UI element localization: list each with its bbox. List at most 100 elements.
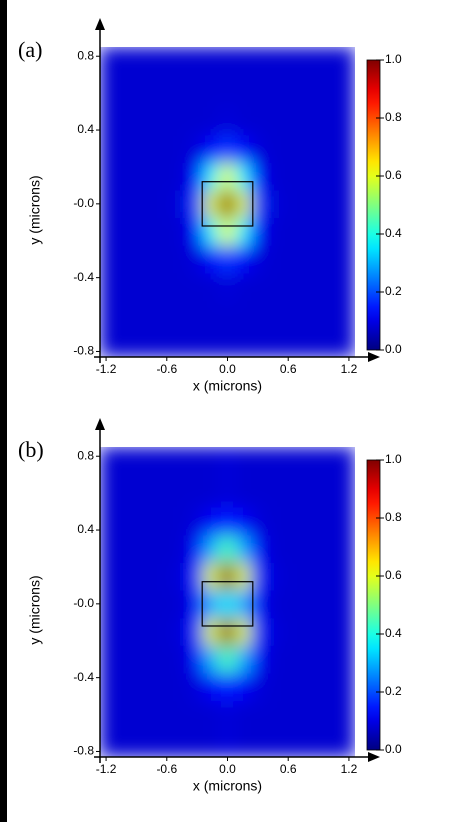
heat-cell: [249, 189, 266, 219]
heat-cell: [204, 447, 221, 508]
heat-cell: [173, 161, 191, 191]
panel-label: (a): [18, 37, 42, 62]
x-tick-label: -0.6: [156, 762, 177, 776]
heat-cell: [234, 447, 251, 508]
x-axis-label: x (microns): [193, 378, 262, 394]
heat-cell: [234, 617, 251, 646]
heat-cell: [249, 47, 266, 108]
heat-cell: [100, 700, 175, 757]
colorbar-tick-label: 0.2: [385, 684, 402, 698]
heat-cell: [234, 672, 251, 702]
heat-cell: [204, 189, 221, 219]
heat-cell: [280, 189, 355, 219]
x-tick-label: 1.2: [341, 762, 358, 776]
heat-cell: [280, 447, 355, 508]
heat-cell: [204, 217, 221, 246]
colorbar-tick-label: 0.6: [385, 568, 402, 582]
y-axis-arrow: [95, 18, 105, 30]
heat-cell: [264, 617, 282, 646]
x-tick-label: 1.2: [341, 362, 358, 376]
heat-cell: [204, 617, 221, 646]
heat-cell: [100, 506, 175, 536]
heatmap-cells: [100, 447, 355, 757]
heat-cell: [219, 589, 236, 619]
heat-cell: [234, 161, 251, 191]
colorbar-tick-label: 1.0: [385, 52, 402, 66]
heat-cell: [219, 272, 236, 302]
heat-cell: [219, 561, 236, 591]
heat-cell: [204, 700, 221, 757]
heat-cell: [234, 47, 251, 108]
heat-cell: [100, 672, 175, 702]
heat-cell: [189, 506, 206, 536]
heat-cell: [280, 561, 355, 591]
colorbar-tick-label: 0.8: [385, 110, 402, 124]
heat-cell: [234, 244, 251, 274]
heat-cell: [173, 106, 191, 136]
y-axis-arrow: [95, 418, 105, 430]
heat-cell: [100, 47, 175, 108]
colorbar-tick-label: 0.2: [385, 284, 402, 298]
heat-cell: [189, 47, 206, 108]
heat-cell: [189, 700, 206, 757]
x-axis-label: x (microns): [193, 778, 262, 794]
y-tick-label: 0.8: [77, 48, 94, 62]
heat-cell: [100, 447, 175, 508]
heat-cell: [249, 161, 266, 191]
x-axis-arrow: [368, 352, 380, 362]
heat-cell: [264, 300, 282, 357]
heat-cell: [249, 134, 266, 163]
heat-cell: [249, 447, 266, 508]
heat-cell: [173, 644, 191, 674]
colorbar-tick-label: 0.0: [385, 342, 402, 356]
heat-cell: [189, 644, 206, 674]
heat-cell: [189, 272, 206, 302]
heat-cell: [280, 617, 355, 646]
heat-cell: [280, 534, 355, 563]
colorbar-tick-label: 0.4: [385, 226, 402, 240]
heat-cell: [173, 300, 191, 357]
heat-cell: [204, 672, 221, 702]
heat-cell: [249, 561, 266, 591]
heat-cell: [264, 244, 282, 274]
heat-cell: [204, 534, 221, 563]
x-tick-label: 0.0: [219, 762, 236, 776]
heat-cell: [100, 300, 175, 357]
heatmap-cells: [100, 47, 355, 357]
heat-cell: [280, 106, 355, 136]
core-outline: [201, 581, 254, 627]
heat-cell: [264, 447, 282, 508]
heat-cell: [219, 189, 236, 219]
heat-cell: [100, 561, 175, 591]
heat-cell: [204, 506, 221, 536]
heat-cell: [280, 700, 355, 757]
heat-cell: [219, 47, 236, 108]
heat-cell: [264, 506, 282, 536]
heat-cell: [219, 217, 236, 246]
heat-cell: [173, 561, 191, 591]
heat-cell: [204, 644, 221, 674]
colorbar-tick-label: 0.8: [385, 510, 402, 524]
heat-cell: [264, 47, 282, 108]
heat-cell: [189, 672, 206, 702]
heat-cell: [249, 506, 266, 536]
y-tick-label: -0.4: [73, 670, 94, 684]
y-tick-label: -0.4: [73, 270, 94, 284]
x-tick-label: 0.6: [280, 762, 297, 776]
heat-cell: [234, 700, 251, 757]
heat-cell: [234, 561, 251, 591]
heat-cell: [189, 300, 206, 357]
heat-cell: [249, 589, 266, 619]
heat-cell: [249, 644, 266, 674]
heat-cell: [280, 672, 355, 702]
heat-cell: [234, 506, 251, 536]
heat-cell: [264, 561, 282, 591]
heat-cell: [234, 106, 251, 136]
heat-cell: [189, 244, 206, 274]
heat-cell: [219, 617, 236, 646]
heat-cell: [234, 217, 251, 246]
heat-cell: [219, 506, 236, 536]
heat-cell: [280, 644, 355, 674]
heat-cell: [204, 47, 221, 108]
heat-cell: [100, 644, 175, 674]
